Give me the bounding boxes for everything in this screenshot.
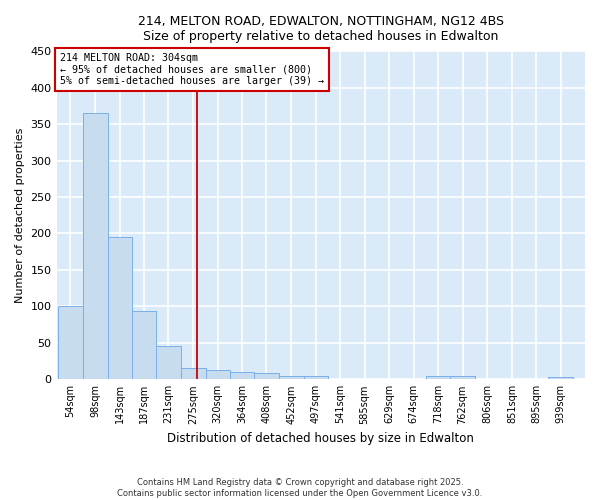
Text: 214 MELTON ROAD: 304sqm
← 95% of detached houses are smaller (800)
5% of semi-de: 214 MELTON ROAD: 304sqm ← 95% of detache… xyxy=(61,54,325,86)
Bar xyxy=(107,237,132,380)
Bar xyxy=(278,376,304,380)
Bar xyxy=(304,376,328,380)
Y-axis label: Number of detached properties: Number of detached properties xyxy=(15,128,25,303)
Title: 214, MELTON ROAD, EDWALTON, NOTTINGHAM, NG12 4BS
Size of property relative to de: 214, MELTON ROAD, EDWALTON, NOTTINGHAM, … xyxy=(138,15,504,43)
Text: Contains HM Land Registry data © Crown copyright and database right 2025.
Contai: Contains HM Land Registry data © Crown c… xyxy=(118,478,482,498)
X-axis label: Distribution of detached houses by size in Edwalton: Distribution of detached houses by size … xyxy=(167,432,474,445)
Bar xyxy=(426,376,451,380)
Bar xyxy=(181,368,206,380)
Bar xyxy=(254,372,278,380)
Bar xyxy=(132,312,156,380)
Bar xyxy=(548,377,573,380)
Bar xyxy=(156,346,181,380)
Bar xyxy=(58,306,83,380)
Bar xyxy=(83,113,107,380)
Bar xyxy=(206,370,230,380)
Bar xyxy=(230,372,254,380)
Bar xyxy=(451,376,475,380)
